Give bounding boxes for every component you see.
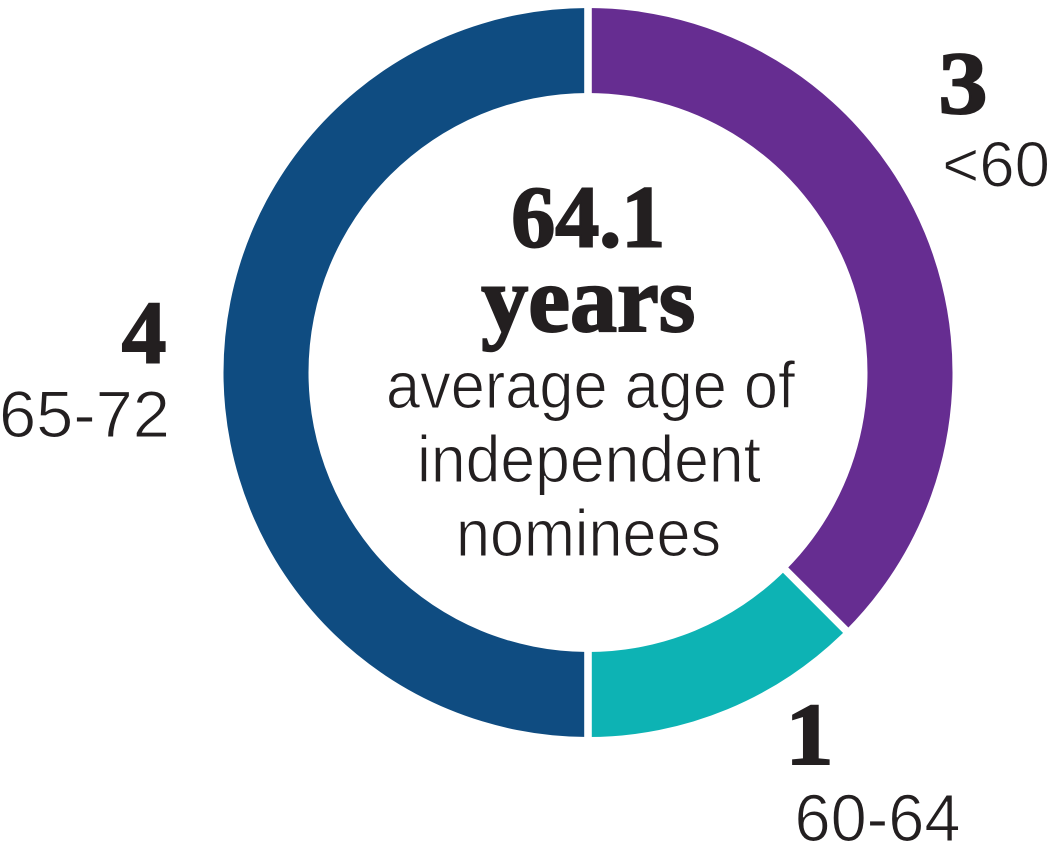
svg-text:65-72: 65-72 — [0, 377, 170, 451]
svg-text:3: 3 — [939, 35, 988, 133]
svg-text:independent: independent — [417, 422, 761, 496]
svg-text:nominees: nominees — [456, 496, 721, 570]
svg-text:1: 1 — [786, 687, 834, 784]
svg-text:average age of: average age of — [386, 348, 796, 422]
svg-text:4: 4 — [122, 285, 167, 383]
svg-text:64.1: 64.1 — [511, 169, 665, 266]
svg-text:60-64: 60-64 — [795, 781, 961, 856]
svg-text:years: years — [481, 248, 695, 352]
svg-text:<60: <60 — [942, 129, 1049, 201]
